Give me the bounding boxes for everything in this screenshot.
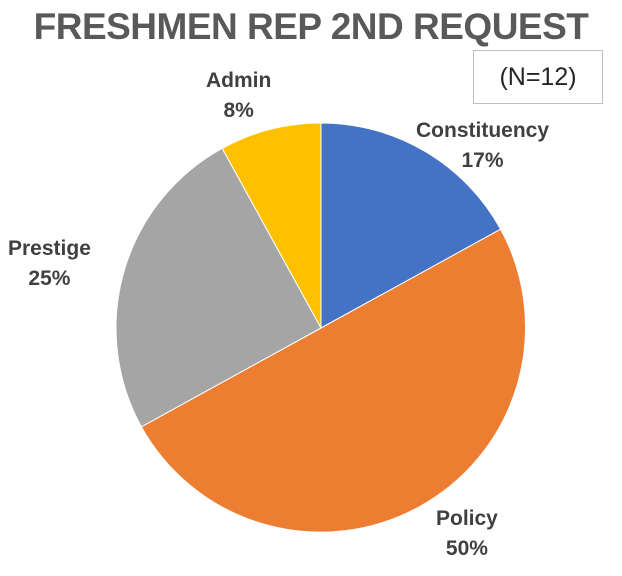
label-admin-name: Admin	[206, 69, 272, 92]
label-policy-name: Policy	[436, 507, 498, 530]
label-constituency: Constituency 17%	[416, 116, 549, 177]
pie-slice-prestige	[115, 147, 322, 428]
sample-size-box: (N=12)	[473, 50, 603, 104]
chart-title: FRESHMEN REP 2ND REQUEST	[33, 6, 589, 47]
label-policy-value: 50%	[445, 537, 488, 561]
pie-slice-admin	[221, 122, 322, 329]
label-admin-value: 8%	[223, 99, 254, 123]
label-prestige-value: 25%	[28, 267, 71, 291]
label-policy: Policy 50%	[436, 504, 498, 565]
label-admin: Admin 8%	[206, 66, 271, 127]
pie-slice-constituency	[320, 122, 502, 329]
label-constituency-name: Constituency	[416, 119, 550, 142]
label-constituency-value: 17%	[461, 149, 504, 173]
pie-slice-policy	[140, 228, 526, 533]
label-prestige: Prestige 25%	[8, 234, 91, 295]
label-prestige-name: Prestige	[8, 237, 91, 260]
